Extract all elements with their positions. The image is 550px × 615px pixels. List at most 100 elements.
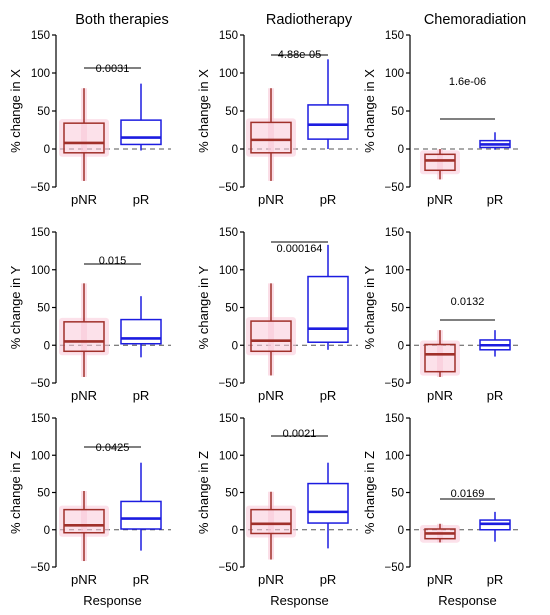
category-label-pnr: pNR <box>71 388 97 403</box>
y-tick-label: 100 <box>31 265 50 277</box>
y-tick-label: 0 <box>44 144 50 156</box>
y-tick-label: 150 <box>31 413 50 425</box>
box-pr <box>120 83 162 151</box>
box-iqr <box>307 482 349 524</box>
y-axis-label: % change in Z <box>8 451 23 534</box>
box-pnr <box>59 491 109 562</box>
box-iqr <box>63 508 105 534</box>
box-iqr <box>424 153 456 172</box>
panel-3: −50 0 50 100 150 % change in X pNR pR 1.6e-06 <box>362 30 520 207</box>
y-tick-label: 50 <box>391 106 404 118</box>
panel-9: −50 0 50 100 150 % change in Z pNR pR 0.0169 Resp… <box>362 413 520 608</box>
y-axis-label: % change in Y <box>8 265 23 349</box>
y-tick-label: 0 <box>44 340 50 352</box>
y-tick-label: 50 <box>225 106 238 118</box>
box-pr <box>307 462 349 549</box>
p-value-label: 4.88e-05 <box>278 49 321 61</box>
category-label-pr: pR <box>487 572 504 587</box>
category-label-pr: pR <box>320 388 337 403</box>
y-tick-label: 150 <box>385 227 404 239</box>
box-pr <box>479 511 511 542</box>
box-pnr <box>420 523 460 543</box>
box-pr <box>120 462 162 551</box>
y-tick-label: 50 <box>391 303 404 315</box>
y-tick-label: 150 <box>385 30 404 42</box>
p-value-label: 0.015 <box>99 255 127 267</box>
y-axis-label: % change in Z <box>362 451 377 534</box>
column-title-radiotherapy: Radiotherapy <box>266 12 353 28</box>
y-tick-label: −50 <box>30 378 50 390</box>
y-tick-label: 50 <box>37 106 50 118</box>
y-tick-label: 50 <box>37 303 50 315</box>
box-pr <box>120 296 162 358</box>
box-iqr <box>250 320 292 353</box>
y-tick-label: 0 <box>232 525 238 537</box>
y-axis-label: % change in X <box>362 69 377 153</box>
category-label-pnr: pNR <box>427 192 453 207</box>
box-pnr <box>246 88 296 181</box>
y-tick-label: 100 <box>385 68 404 80</box>
y-tick-label: 100 <box>31 68 50 80</box>
y-tick-label: 0 <box>44 525 50 537</box>
category-label-pr: pR <box>320 192 337 207</box>
y-tick-label: −50 <box>218 562 238 574</box>
panels-group: −50 0 50 100 150 % change in X pNR pR 0.0031 −50 0… <box>8 30 520 608</box>
y-tick-label: 150 <box>219 227 238 239</box>
y-tick-label: −50 <box>30 562 50 574</box>
panel-4: −50 0 50 100 150 % change in Y pNR pR 0.015 <box>8 227 171 403</box>
category-label-pnr: pNR <box>258 192 284 207</box>
box-pnr <box>246 283 296 376</box>
box-iqr <box>424 343 456 373</box>
box-pnr <box>59 283 109 377</box>
column-title-both-therapies: Both therapies <box>75 12 169 28</box>
p-value-label: 0.0169 <box>451 488 485 500</box>
box-iqr <box>120 318 162 345</box>
p-value-label: 0.0425 <box>96 442 130 454</box>
y-tick-label: −50 <box>30 182 50 194</box>
box-iqr <box>307 275 349 343</box>
y-tick-label: 0 <box>232 340 238 352</box>
column-title-chemoradiation: Chemoradiation <box>424 12 526 28</box>
column-titles: Both therapies Radiotherapy Chemoradiati… <box>75 12 526 28</box>
y-tick-label: 100 <box>219 450 238 462</box>
category-label-pnr: pNR <box>258 572 284 587</box>
y-tick-label: 100 <box>385 265 404 277</box>
y-tick-label: 0 <box>398 525 404 537</box>
box-pnr <box>420 330 460 377</box>
box-pr <box>479 132 511 150</box>
category-label-pnr: pNR <box>427 572 453 587</box>
y-tick-label: 50 <box>391 488 404 500</box>
y-tick-label: 100 <box>385 450 404 462</box>
y-axis-label: % change in Z <box>196 451 211 534</box>
y-tick-label: 50 <box>225 303 238 315</box>
y-axis-label: % change in X <box>8 69 23 153</box>
category-label-pnr: pNR <box>427 388 453 403</box>
box-iqr <box>63 321 105 353</box>
box-pnr <box>246 491 296 560</box>
box-iqr <box>250 121 292 154</box>
panel-1: −50 0 50 100 150 % change in X pNR pR 0.0031 <box>8 30 171 207</box>
y-tick-label: 150 <box>31 227 50 239</box>
category-label-pnr: pNR <box>71 192 97 207</box>
y-axis-label: % change in Y <box>362 265 377 349</box>
box-iqr <box>63 122 105 154</box>
y-tick-label: 0 <box>398 340 404 352</box>
panel-8: −50 0 50 100 150 % change in Z pNR pR 0.0021 Resp… <box>196 413 358 608</box>
y-tick-label: 0 <box>398 144 404 156</box>
y-tick-label: −50 <box>218 378 238 390</box>
x-axis-label: Response <box>270 593 329 608</box>
y-tick-label: 0 <box>232 144 238 156</box>
category-label-pr: pR <box>487 388 504 403</box>
p-value-label: 1.6e-06 <box>449 76 486 88</box>
y-tick-label: 100 <box>219 68 238 80</box>
box-iqr <box>120 500 162 530</box>
p-value-label: 0.0031 <box>96 63 130 75</box>
box-iqr <box>307 104 349 140</box>
category-label-pr: pR <box>133 192 150 207</box>
p-value-label: 0.0132 <box>451 296 485 308</box>
panel-7: −50 0 50 100 150 % change in Z pNR pR 0.0425 Resp… <box>8 413 171 608</box>
x-axis-label: Response <box>438 593 497 608</box>
y-tick-label: −50 <box>218 182 238 194</box>
y-tick-label: 150 <box>219 30 238 42</box>
y-tick-label: −50 <box>384 378 404 390</box>
